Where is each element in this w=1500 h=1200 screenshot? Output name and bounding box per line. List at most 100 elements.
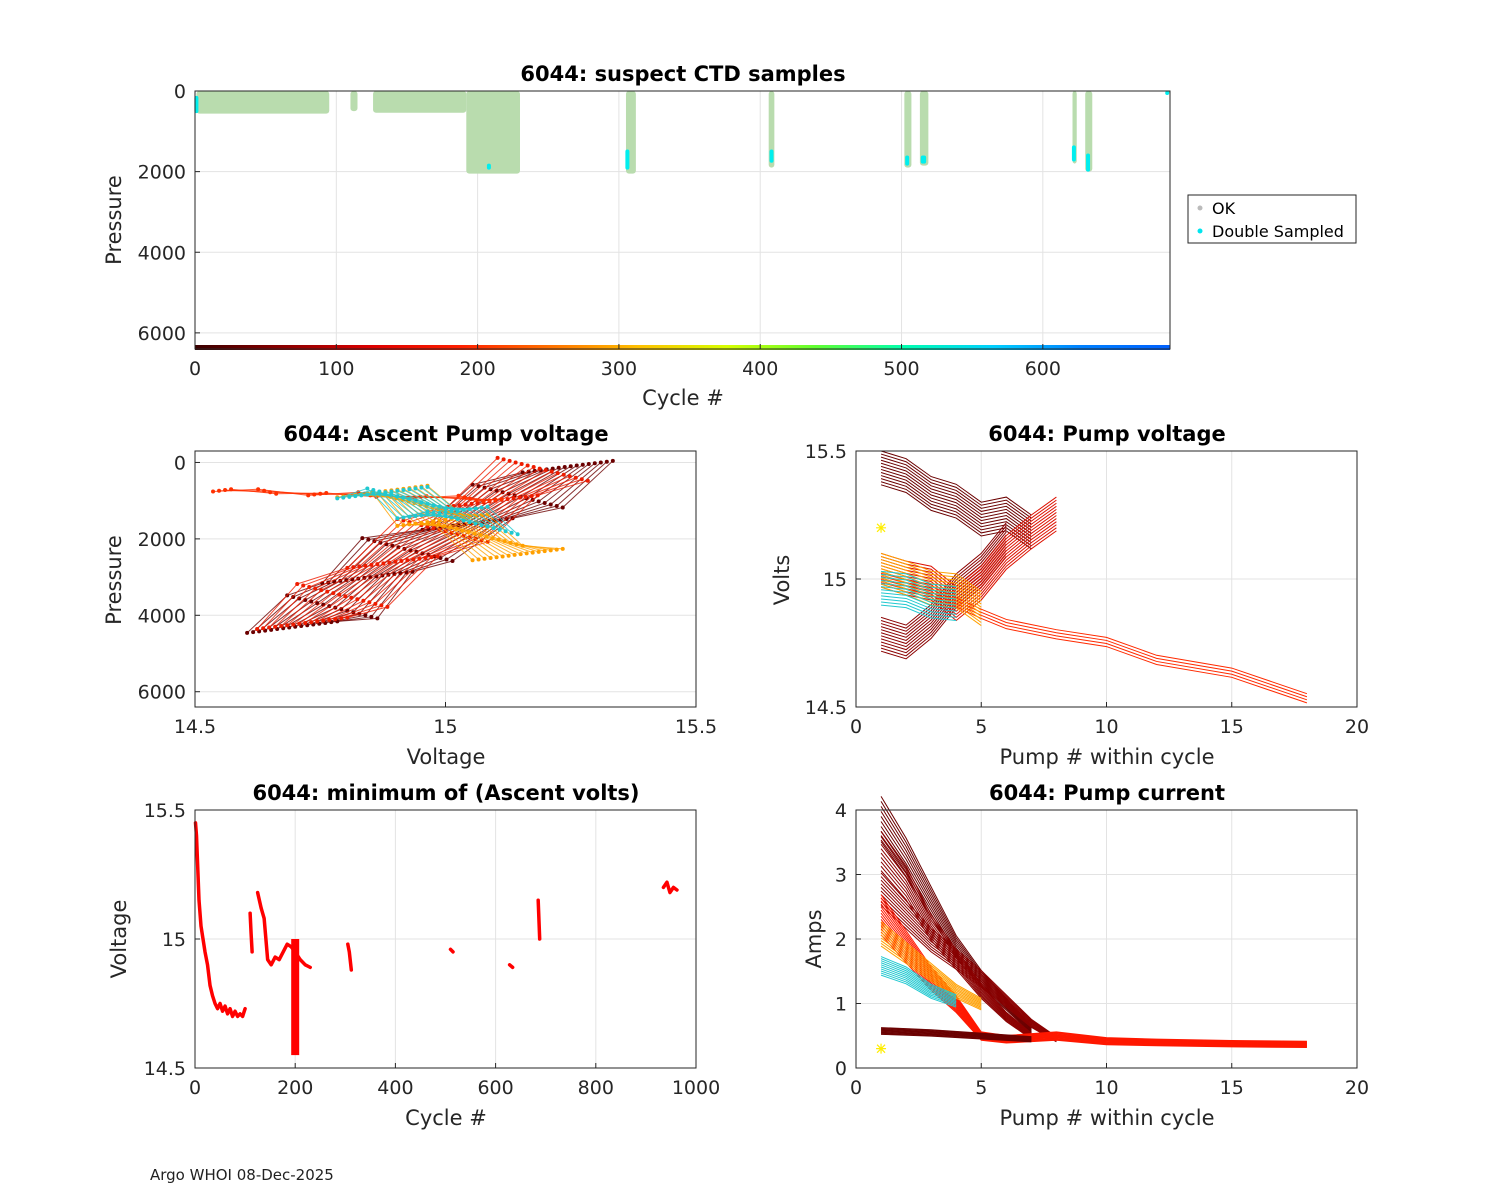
ascent-point (509, 530, 514, 535)
ascent-point (429, 555, 434, 560)
ascent-point (365, 486, 370, 491)
ascent-panel: 14.5 15 15.5 0 2000 4000 6000 6044: Ascent Pum… (102, 422, 717, 769)
pumpc-ylabel: Amps (802, 909, 826, 968)
pumpv-trace (880, 462, 1032, 528)
double-sampled-segment (769, 149, 774, 163)
ok-sample-band (919, 91, 929, 166)
ascent-point (295, 581, 300, 586)
ok-sample-band (350, 91, 358, 112)
pumpc-trace (880, 968, 957, 1004)
minv-trace (248, 911, 254, 954)
pumpc-ytick-label: 3 (835, 865, 847, 887)
ascent-point (339, 616, 344, 621)
ascent-point (367, 600, 372, 605)
pumpc-trace (880, 934, 982, 1006)
ascent-trace (379, 492, 470, 523)
pumpc-trace (881, 1031, 1032, 1041)
ascent-trace (329, 475, 570, 621)
pumpc-trace (880, 883, 1057, 1039)
pumpc-trace (880, 901, 1057, 1042)
pumpc-trace (881, 1030, 1032, 1040)
minv-data (193, 821, 679, 1056)
ascent-trace (310, 471, 552, 623)
ascent-point (505, 497, 510, 502)
pumpv-xtick-label: 0 (850, 716, 862, 738)
ascent-point (223, 487, 228, 492)
ascent-point (513, 460, 518, 465)
pumpc-ytick-label: 1 (835, 994, 847, 1016)
pumpv-trace (880, 499, 1057, 591)
pumpv-ticks: 0 5 10 15 20 14.5 15 15.5 (805, 441, 1369, 738)
ascent-point (371, 487, 376, 492)
ascent-trace (292, 466, 534, 625)
ascent-point (313, 586, 318, 591)
ascent-point (520, 543, 525, 548)
pumpv-xtick-label: 15 (1220, 716, 1244, 738)
ascent-point (297, 621, 302, 626)
suspect-ytick-label: 2000 (138, 162, 186, 184)
pumpc-trace (880, 890, 1057, 1040)
pumpc-star-marker (876, 1043, 887, 1054)
ascent-point (508, 540, 513, 545)
ok-sample-band (466, 91, 520, 174)
ok-sample-band (1072, 91, 1077, 164)
cycle-colorbar-strip (195, 345, 1170, 350)
minv-xtick-label: 0 (189, 1077, 201, 1099)
ascent-point (524, 551, 529, 556)
ascent-point (502, 539, 507, 544)
ascent-ytick-label: 4000 (138, 605, 186, 627)
legend-ok-label: OK (1212, 199, 1236, 218)
ascent-point (450, 559, 455, 564)
pumpc-trace (880, 929, 982, 1003)
suspect-xlabel: Cycle # (642, 386, 724, 410)
suspect-data (194, 91, 1170, 174)
pumpc-trace (880, 934, 1307, 1048)
pumpv-ylabel: Volts (770, 555, 794, 606)
suspect-ytick-label: 4000 (138, 242, 186, 264)
ascent-trace (280, 463, 522, 627)
minv-ytick-label: 15.5 (144, 800, 186, 822)
minv-xtick-label: 400 (377, 1077, 413, 1099)
pumpv-trace (880, 559, 982, 599)
pumpv-trace (880, 552, 982, 593)
ok-sample-band (904, 91, 912, 168)
ascent-trace (427, 486, 518, 535)
ascent-point (359, 493, 364, 498)
ascent-point (229, 487, 234, 492)
ascent-point (485, 504, 490, 509)
ascent-point (341, 495, 346, 500)
pumpc-ytick-label: 2 (835, 929, 847, 951)
double-sampled-segment (1086, 153, 1091, 172)
pumpc-xtick-label: 0 (850, 1077, 862, 1099)
ascent-point (567, 474, 572, 479)
pumpc-trace (880, 958, 957, 997)
ascent-point (315, 601, 320, 606)
ascent-point (499, 497, 504, 502)
pumpc-trace (880, 924, 982, 1001)
pumpv-trace (880, 450, 1032, 516)
minv-trace (507, 963, 515, 970)
ascent-point (327, 617, 332, 622)
ascent-point (361, 598, 366, 603)
ascent-point (393, 559, 398, 564)
suspect-ytick-label: 0 (174, 81, 186, 103)
pumpv-trace (880, 570, 957, 588)
pumpv-trace (880, 583, 957, 600)
ascent-trace (304, 469, 546, 624)
pumpv-trace (880, 562, 982, 602)
pumpc-trace (880, 964, 957, 1001)
ascent-ytick-label: 0 (174, 452, 186, 474)
ascent-trace (337, 487, 428, 519)
ascent-ytick-label: 6000 (138, 682, 186, 704)
minv-xtick-label: 200 (277, 1077, 313, 1099)
ascent-xtick-label: 15.5 (675, 716, 717, 738)
ascent-point (523, 494, 528, 499)
ascent-point (301, 583, 306, 588)
ascent-point (586, 461, 591, 466)
ascent-point (604, 459, 609, 464)
ascent-point (245, 630, 250, 635)
pumpv-trace (880, 468, 1032, 534)
pumpv-trace (880, 579, 1308, 701)
ok-sample-band (768, 91, 775, 168)
ascent-point (525, 463, 530, 468)
